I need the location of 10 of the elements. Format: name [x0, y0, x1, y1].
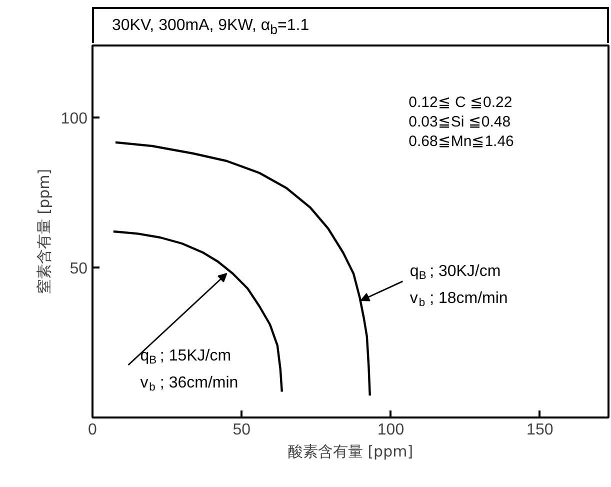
x-tick-label: 100 [377, 422, 404, 438]
annotation: 0.12≦ C ≦0.22 [408, 94, 512, 111]
chart-title: 30KV, 300mA, 9KW, α$_{b}$=1.1 [112, 16, 310, 40]
annotation: 0.68≦Mn≦1.46 [408, 133, 514, 150]
annotation: 0.03≦Si ≦0.48 [408, 114, 511, 130]
x-axis-title: 酸素含有量 [ppm] [288, 442, 414, 460]
x-tick-label: 50 [232, 422, 251, 438]
y-axis-title: 窒素含有量 [ppm] [34, 168, 53, 294]
x-tick-label: 0 [88, 422, 98, 438]
x-tick-label: 150 [526, 422, 554, 438]
